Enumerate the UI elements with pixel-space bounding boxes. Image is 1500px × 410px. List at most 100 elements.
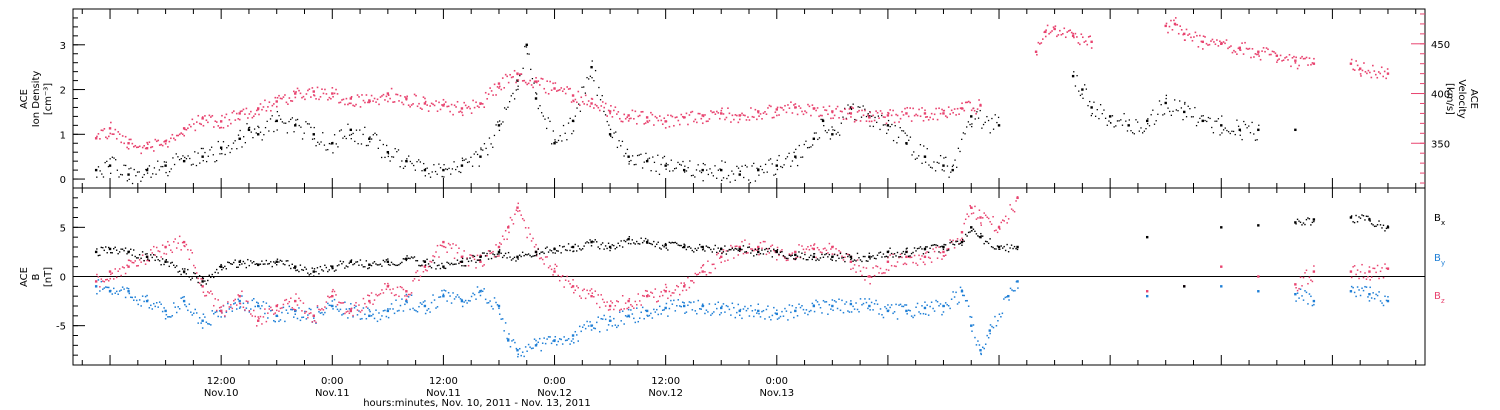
velocity-point: [1288, 53, 1291, 56]
bx-point: [175, 265, 178, 267]
density-point: [106, 160, 108, 163]
bx-point: [583, 245, 585, 247]
bx-point: [1009, 247, 1011, 249]
bx-anchor-point: [701, 245, 704, 249]
density-point: [389, 160, 391, 162]
velocity-point: [1273, 51, 1275, 53]
velocity-anchor-point: [1294, 59, 1297, 62]
bx-point: [281, 260, 283, 262]
density-point: [934, 170, 937, 172]
bz-point: [604, 305, 607, 307]
velocity-point: [791, 112, 794, 114]
by-point: [858, 311, 860, 313]
bx-point: [631, 239, 633, 241]
density-point: [519, 74, 521, 77]
bx-point: [373, 261, 376, 263]
velocity-point: [805, 111, 808, 114]
velocity-anchor-point: [1183, 32, 1186, 36]
bz-point: [744, 239, 746, 241]
velocity-point: [733, 118, 735, 121]
density-point: [1076, 75, 1078, 77]
velocity-point: [379, 96, 382, 98]
bx-point: [564, 249, 567, 251]
density-anchor-point: [479, 155, 482, 158]
by-point: [194, 308, 196, 311]
velocity-point: [318, 98, 320, 101]
bx-point: [429, 265, 431, 268]
density-anchor-point: [423, 168, 427, 172]
bz-point: [890, 264, 893, 267]
velocity-point: [673, 124, 675, 127]
bz-point: [546, 256, 548, 258]
bz-point: [313, 314, 315, 317]
by-point: [631, 313, 634, 315]
velocity-point: [305, 93, 308, 95]
density-point: [822, 118, 824, 121]
by-point: [517, 355, 519, 358]
by-point: [1015, 280, 1018, 283]
bz-point: [466, 257, 468, 259]
velocity-point: [898, 121, 900, 123]
density-point: [871, 115, 873, 117]
bz-point: [105, 279, 107, 281]
bx-point: [913, 247, 916, 249]
velocity-point: [623, 113, 626, 116]
velocity-point: [798, 105, 800, 107]
bx-point: [638, 243, 641, 245]
bz-point: [489, 252, 491, 255]
velocity-point: [364, 101, 366, 104]
bz-point: [330, 296, 332, 298]
bx-point: [771, 256, 773, 258]
by-point: [762, 309, 765, 312]
density-point: [727, 174, 730, 177]
density-point: [451, 168, 454, 170]
velocity-point: [470, 112, 473, 114]
by-point: [447, 291, 450, 294]
density-point: [635, 163, 637, 166]
velocity-point: [487, 93, 490, 95]
bx-point: [248, 264, 250, 267]
velocity-point: [407, 104, 410, 107]
density-point: [248, 126, 251, 129]
bottom-ylabel-line3: [nT]: [43, 267, 54, 287]
by-point: [924, 313, 927, 315]
bx-anchor-point: [182, 270, 186, 273]
bx-point: [114, 246, 116, 249]
bz-point: [707, 260, 709, 262]
by-point: [153, 302, 155, 305]
density-point: [964, 133, 966, 135]
velocity-point: [728, 112, 731, 115]
velocity-point: [504, 73, 507, 76]
bz-point: [527, 227, 530, 229]
top-left-ylabel-line1: ACE: [19, 89, 30, 109]
velocity-point: [1370, 76, 1373, 79]
by-anchor-point: [645, 309, 649, 313]
density-anchor-point: [497, 124, 501, 127]
by-point: [234, 302, 236, 304]
density-point: [128, 178, 130, 180]
by-point: [618, 311, 621, 313]
bx-point: [495, 256, 497, 258]
velocity-point: [262, 106, 265, 108]
bx-point: [736, 248, 738, 250]
velocity-point: [875, 110, 877, 112]
velocity-point: [1293, 55, 1295, 58]
bz-point: [96, 273, 98, 276]
bz-point: [930, 261, 933, 263]
by-point: [193, 312, 195, 315]
bx-point: [1372, 224, 1374, 226]
bx-point: [264, 263, 266, 265]
density-point: [683, 171, 686, 173]
velocity-point: [1064, 36, 1067, 39]
bx-point: [350, 260, 352, 262]
bz-point: [721, 252, 723, 254]
velocity-point: [532, 86, 534, 89]
bz-point: [637, 293, 640, 295]
velocity-point: [257, 108, 260, 111]
by-point: [324, 311, 326, 314]
by-point: [281, 311, 283, 314]
velocity-point: [382, 93, 385, 96]
by-point: [745, 309, 748, 312]
velocity-point: [258, 113, 260, 116]
by-point: [801, 305, 803, 307]
